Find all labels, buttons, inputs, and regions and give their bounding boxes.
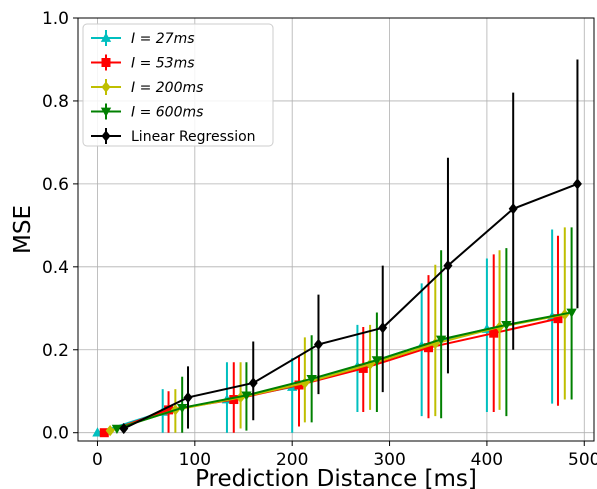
y-tick-label: 0.4 [42,258,69,278]
x-tick-label: 500 [568,450,597,470]
series-0 [92,230,557,437]
y-tick-label: 0.0 [42,424,69,444]
legend: I = 27ms I = 53ms I = 200ms I = 600ms Linear… [83,24,273,146]
y-axis-label: MSE [10,205,36,254]
legend-marker [102,58,111,67]
series-2 [106,227,570,436]
y-tick-label: 1.0 [42,9,69,29]
legend-entry: I = 27ms [91,30,195,47]
y-tick-label: 0.2 [42,341,69,361]
y-tick-label: 0.8 [42,92,69,112]
legend-entry: I = 53ms [91,55,195,72]
y-tick-label: 0.6 [42,175,69,195]
x-axis-label: Prediction Distance [ms] [195,466,477,489]
data-point [573,178,582,189]
legend-label: I = 600ms [131,105,203,121]
series-3 [112,227,577,434]
legend-label: I = 200ms [131,80,203,96]
x-tick-label: 0 [92,450,103,470]
legend-label: I = 27ms [131,31,195,47]
data-point [249,377,258,388]
legend-label: I = 53ms [131,56,195,72]
series-line [117,312,572,428]
data-point [184,392,193,403]
series-line [124,184,578,429]
data-point [314,339,323,350]
legend-label: Linear Regression [131,129,256,145]
